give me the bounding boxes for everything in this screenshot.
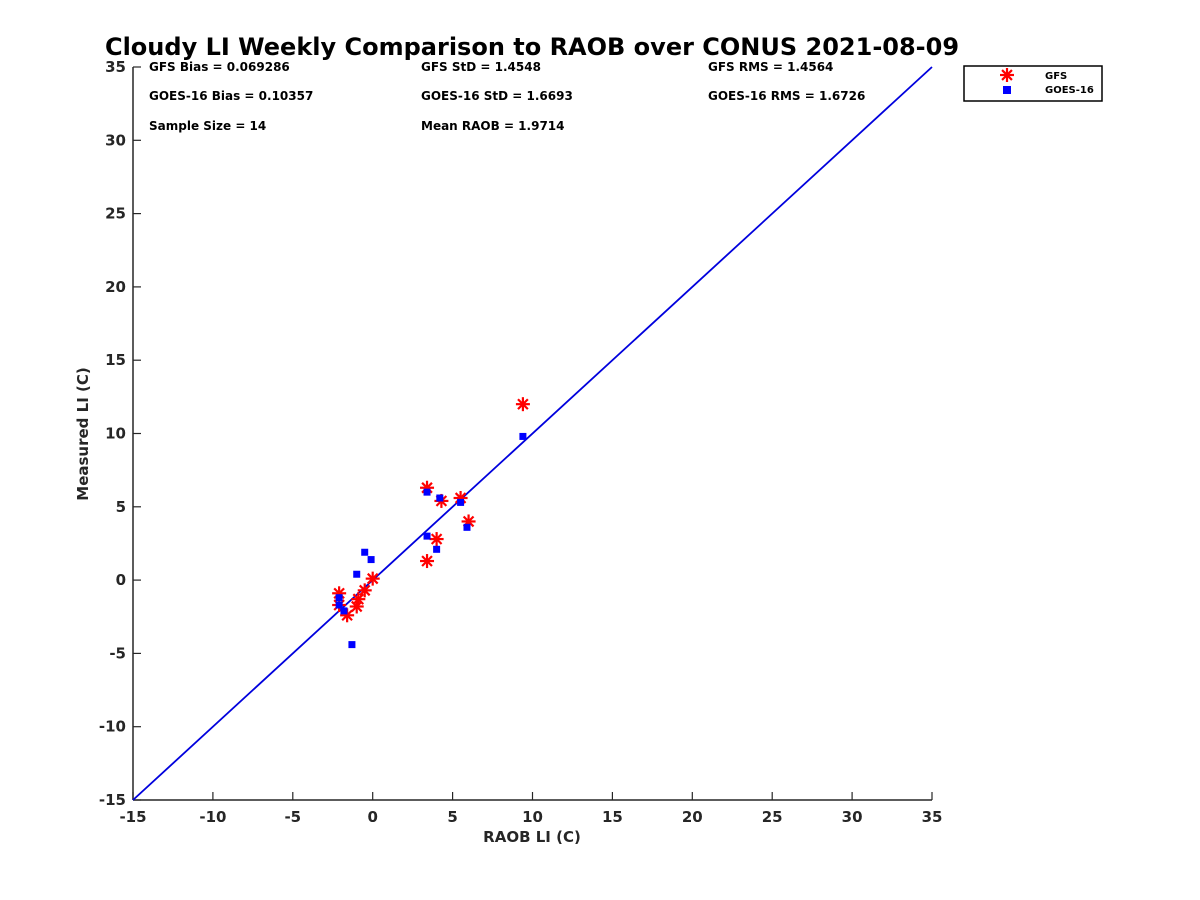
axes (132, 66, 933, 801)
goes16-point (463, 523, 471, 531)
legend-goes-label: GOES-16 (1045, 85, 1094, 96)
legend-gfs-marker (1000, 68, 1014, 82)
asterisk-stroke (352, 593, 365, 605)
goes16-point (361, 548, 369, 556)
y-tick-label: 10 (105, 425, 126, 443)
stat-sample-size: Sample Size = 14 (149, 119, 266, 133)
y-tick-label: 25 (105, 205, 126, 223)
x-tick-label: -15 (119, 808, 146, 826)
asterisk-stroke (350, 600, 363, 613)
x-tick-labels: -15 -10 -5 0 5 10 15 20 25 30 35 (119, 808, 942, 826)
asterisk-stroke (341, 609, 353, 622)
x-tick-label: 30 (842, 808, 863, 826)
y-tick-label: 5 (116, 498, 126, 516)
x-axis-label: RAOB LI (C) (483, 828, 581, 846)
x-tick-label: 35 (922, 808, 943, 826)
goes16-point (436, 494, 444, 502)
legend-gfs-label: GFS (1045, 71, 1067, 82)
y-axis-label: Measured LI (C) (74, 367, 92, 500)
legend: GFS GOES-16 (963, 65, 1103, 102)
one-to-one-line (132, 66, 933, 801)
x-tick-label: 10 (522, 808, 543, 826)
y-tick-label: -10 (99, 718, 126, 736)
stat-gfs-rms: GFS RMS = 1.4564 (708, 60, 833, 74)
goes16-point (353, 570, 361, 578)
x-tick-label: 20 (682, 808, 703, 826)
gfs-point (351, 592, 366, 607)
goes16-point (335, 594, 343, 602)
asterisk-stroke (430, 533, 443, 545)
asterisk-stroke (358, 584, 371, 597)
x-tick-label: -5 (284, 808, 301, 826)
x-tick-label: 0 (367, 808, 377, 826)
gfs-point (429, 532, 444, 547)
y-tick-label: 0 (116, 571, 126, 589)
stats-annotations: GFS Bias = 0.069286 GFS StD = 1.4548 GFS… (149, 60, 865, 133)
x-tick-label: 15 (602, 808, 623, 826)
goes16-point (348, 641, 356, 649)
x-tick-label: 25 (762, 808, 783, 826)
stat-mean-raob: Mean RAOB = 1.9714 (421, 119, 565, 133)
stat-goes-rms: GOES-16 RMS = 1.6726 (708, 89, 865, 103)
asterisk-stroke (366, 572, 379, 585)
goes16-point (423, 488, 431, 496)
y-tick-label: -5 (109, 644, 126, 662)
goes16-point (519, 432, 527, 440)
stat-goes-std: GOES-16 StD = 1.6693 (421, 89, 573, 103)
reference-line-group (132, 66, 933, 801)
legend-square (1003, 86, 1011, 94)
stat-gfs-std: GFS StD = 1.4548 (421, 60, 541, 74)
gfs-point (420, 554, 435, 569)
goes16-point (457, 498, 465, 506)
y-tick-label: 35 (105, 58, 126, 76)
gfs-point (365, 571, 380, 586)
stat-goes-bias: GOES-16 Bias = 0.10357 (149, 89, 313, 103)
asterisk-stroke (421, 555, 433, 567)
goes16-point (367, 556, 375, 564)
asterisk-stroke (517, 398, 529, 410)
gfs-point (515, 397, 530, 412)
goes16-point (423, 532, 431, 540)
x-tick-label: -10 (199, 808, 226, 826)
data-points (332, 397, 530, 649)
legend-goes-marker (1003, 86, 1011, 94)
goes16-point (433, 545, 441, 553)
y-tick-label: 15 (105, 351, 126, 369)
y-tick-label: 20 (105, 278, 126, 296)
stat-gfs-bias: GFS Bias = 0.069286 (149, 60, 290, 74)
y-tick-label: -15 (99, 791, 126, 809)
x-tick-label: 5 (447, 808, 457, 826)
gfs-point (357, 583, 372, 598)
asterisk-stroke (1001, 69, 1013, 81)
legend-asterisk (1000, 68, 1014, 82)
y-tick-labels: 35 30 25 20 15 10 5 0 -5 -10 -15 (99, 58, 126, 809)
chart-title: Cloudy LI Weekly Comparison to RAOB over… (105, 33, 959, 61)
legend-box (963, 65, 1103, 102)
y-tick-label: 30 (105, 131, 126, 149)
goes16-point (340, 607, 348, 615)
goes16-point (335, 601, 343, 609)
